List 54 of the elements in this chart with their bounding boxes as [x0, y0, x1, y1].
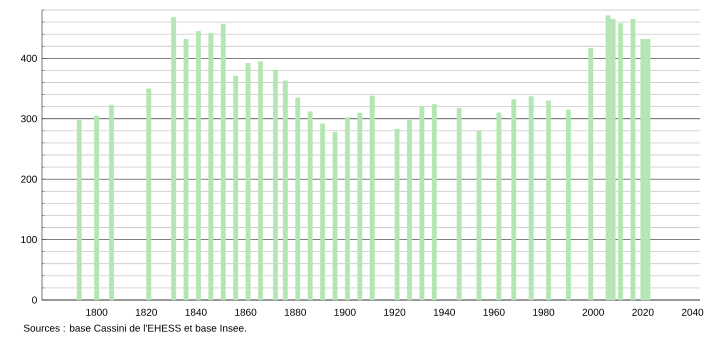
bar: [282, 80, 288, 300]
bar: [344, 117, 350, 300]
x-tick-label: 2000: [582, 308, 604, 316]
bar: [109, 104, 114, 300]
bar: [370, 96, 375, 300]
x-tick-label: 1940: [434, 308, 455, 316]
bar: [233, 76, 238, 300]
x-tick-label: 1860: [235, 308, 256, 316]
bar: [308, 111, 313, 300]
bar: [76, 120, 82, 300]
y-tick-label: 100: [21, 236, 37, 244]
source-note: Sources : base Cassini de l'EHESS et base Insee.: [24, 324, 246, 332]
bar: [407, 120, 412, 300]
bar: [272, 70, 278, 300]
bar: [476, 130, 482, 300]
x-tick-label: 1840: [186, 308, 207, 316]
y-tick-label: 200: [21, 176, 37, 183]
bar: [94, 116, 100, 300]
bar: [618, 23, 623, 300]
bar: [196, 31, 201, 300]
bar: [528, 96, 534, 300]
bar: [208, 32, 214, 300]
y-tick-label: 400: [20, 54, 37, 62]
bar: [456, 108, 462, 300]
x-tick-label: 1880: [284, 308, 306, 316]
bar: [546, 100, 551, 300]
bar: [394, 128, 400, 300]
bar: [320, 124, 326, 300]
bar: [258, 61, 263, 300]
x-tick-label: 1900: [334, 308, 356, 316]
bar: [511, 99, 516, 300]
bar: [588, 48, 594, 300]
bar: [332, 132, 338, 300]
bar: [630, 18, 636, 300]
bar: [419, 106, 424, 300]
bar: [146, 88, 152, 300]
y-tick-label: 0: [32, 296, 37, 304]
bar: [220, 24, 226, 300]
x-tick-label: 2020: [632, 308, 654, 316]
bar: [566, 110, 571, 300]
x-tick-label: 1820: [136, 308, 158, 316]
bar: [246, 63, 251, 300]
bar: [184, 38, 188, 300]
bar: [432, 104, 437, 300]
bar: [295, 98, 300, 300]
x-tick-label: 1920: [384, 308, 406, 316]
x-tick-label: 1960: [484, 308, 505, 316]
x-tick-label: 1980: [533, 308, 554, 316]
bar: [496, 112, 502, 300]
x-tick-label: 2040: [682, 308, 704, 316]
bar: [357, 112, 362, 300]
x-tick-label: 1800: [86, 308, 108, 316]
bar: [171, 17, 176, 300]
y-tick-label: 300: [20, 115, 37, 122]
